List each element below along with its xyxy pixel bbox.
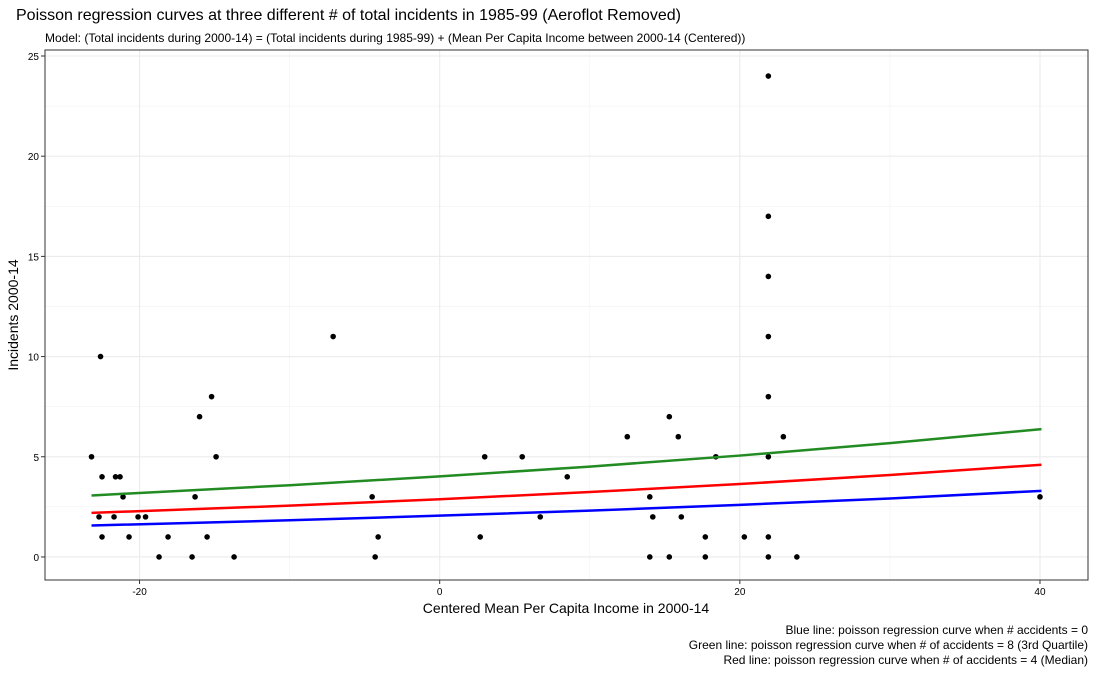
- point: [741, 534, 748, 540]
- regression-curve: [91, 463, 1042, 515]
- point: [126, 534, 132, 540]
- point: [213, 453, 219, 460]
- y-tick-label: 15: [28, 252, 40, 263]
- point: [208, 393, 215, 400]
- point: [111, 514, 117, 520]
- point: [675, 433, 682, 440]
- y-tick-label: 0: [33, 553, 39, 564]
- point: [649, 514, 656, 520]
- regression-curve: [91, 489, 1042, 527]
- point: [375, 534, 381, 540]
- point: [666, 554, 673, 560]
- point: [519, 453, 526, 460]
- point: [330, 333, 336, 340]
- point: [204, 534, 210, 540]
- point: [369, 494, 375, 500]
- point: [702, 534, 709, 540]
- point: [646, 554, 653, 560]
- point: [481, 453, 488, 460]
- point: [372, 554, 378, 560]
- caption: Red line: poisson regression curve when …: [723, 653, 1088, 667]
- point: [156, 554, 162, 560]
- caption: Blue line: poisson regression curve when…: [785, 623, 1088, 637]
- y-tick-label: 5: [33, 453, 39, 464]
- point: [765, 453, 772, 460]
- x-tick-label: 40: [1034, 587, 1046, 598]
- plot-panel: [45, 50, 1088, 580]
- y-tick-label: 25: [28, 52, 40, 63]
- point: [97, 353, 104, 360]
- point: [765, 393, 772, 400]
- point: [765, 333, 772, 340]
- point: [99, 534, 105, 540]
- point: [765, 273, 772, 280]
- point: [135, 514, 141, 520]
- point: [564, 474, 571, 480]
- regression-curve: [91, 427, 1042, 497]
- point: [142, 514, 149, 520]
- caption: Green line: poisson regression curve whe…: [689, 638, 1088, 652]
- point: [646, 494, 653, 500]
- point: [112, 474, 119, 480]
- point: [765, 73, 772, 79]
- point: [477, 534, 484, 540]
- point: [189, 554, 195, 560]
- point: [794, 554, 800, 560]
- y-tick-label: 10: [28, 353, 40, 364]
- x-tick-label: 20: [734, 587, 746, 598]
- point: [678, 514, 685, 520]
- point: [231, 554, 237, 560]
- point: [120, 494, 126, 500]
- chart-subtitle: Model: (Total incidents during 2000-14) …: [45, 31, 745, 45]
- point: [780, 433, 787, 440]
- point: [192, 494, 198, 500]
- y-axis-label: Incidents 2000-14: [5, 259, 21, 371]
- point: [765, 554, 772, 560]
- point: [88, 453, 95, 460]
- x-axis-label: Centered Mean Per Capita Income in 2000-…: [423, 600, 710, 616]
- plot-border: [44, 49, 1089, 581]
- chart-title: Poisson regression curves at three diffe…: [16, 7, 681, 24]
- point: [1037, 494, 1043, 500]
- point: [117, 474, 123, 480]
- point: [765, 534, 772, 540]
- point: [666, 413, 673, 420]
- point: [537, 514, 544, 520]
- point: [702, 554, 709, 560]
- point: [99, 474, 105, 480]
- point: [96, 514, 102, 520]
- x-tick-label: 0: [437, 587, 443, 598]
- point: [765, 213, 772, 220]
- y-tick-label: 20: [28, 152, 40, 163]
- point: [624, 433, 631, 440]
- point: [165, 534, 171, 540]
- x-tick-label: -20: [132, 587, 147, 598]
- point: [196, 413, 203, 420]
